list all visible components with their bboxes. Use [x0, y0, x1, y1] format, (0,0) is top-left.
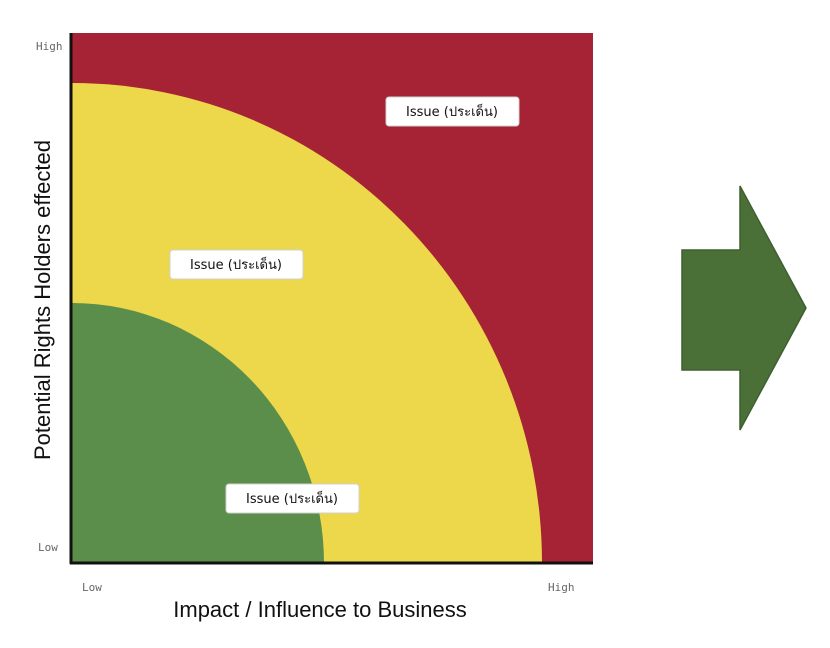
issue-label-box — [169, 249, 304, 280]
issue-label-medium: Issue (ประเด็น) — [169, 249, 304, 280]
right-arrow-icon — [681, 185, 807, 431]
y-axis-title: Potential Rights Holders effected — [30, 140, 55, 460]
x-axis-high-label: High — [548, 581, 575, 594]
issue-label-text: Issue (ประเด็น) — [246, 489, 338, 507]
issue-label-box — [225, 483, 360, 514]
x-axis-title: Impact / Influence to Business — [173, 597, 467, 622]
issue-label-low: Issue (ประเด็น) — [225, 483, 360, 514]
issue-label-box — [385, 96, 520, 127]
issue-label-text: Issue (ประเด็น) — [406, 102, 498, 120]
issue-label-text: Issue (ประเด็น) — [190, 255, 282, 273]
x-axis-low-label: Low — [82, 581, 102, 594]
y-axis-high-label: High — [36, 40, 63, 53]
y-axis-low-label: Low — [38, 541, 58, 554]
issue-label-high: Issue (ประเด็น) — [385, 96, 520, 127]
